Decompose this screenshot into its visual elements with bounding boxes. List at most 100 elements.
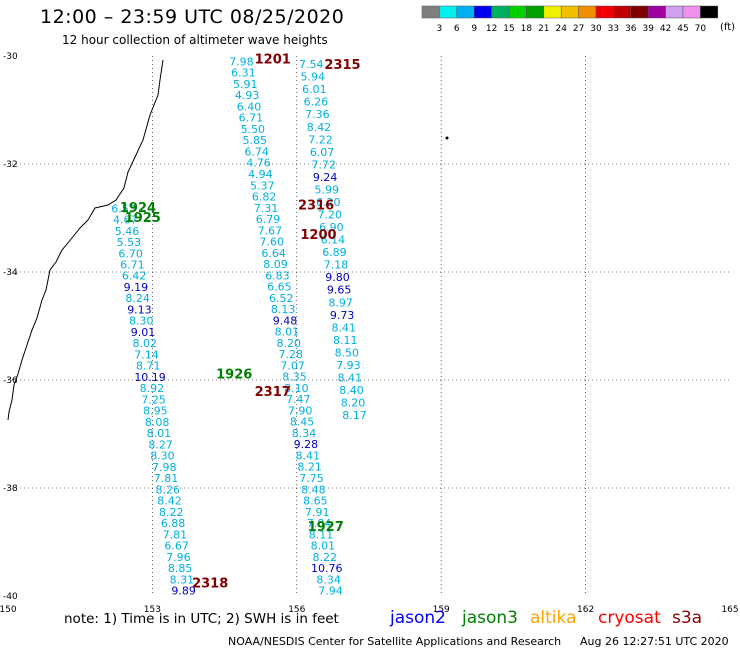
scale-swatch <box>491 5 510 19</box>
track-b-swh: 9.65 <box>327 284 352 297</box>
track-a-swh: 7.28 <box>278 348 303 361</box>
scale-label: 45 <box>677 24 688 34</box>
track-a-swh: 8.34 <box>316 573 341 586</box>
track-b-swh: 6.89 <box>322 246 347 259</box>
track-b-swh: 9.24 <box>313 171 338 184</box>
coastline <box>7 59 164 421</box>
map-title: 12:00 – 23:59 UTC 08/25/2020 <box>40 6 345 28</box>
track-a-swh: 5.50 <box>241 123 266 136</box>
track-a-swh: 8.48 <box>301 483 326 496</box>
scale-swatch <box>682 5 701 19</box>
track-a-swh: 6.71 <box>239 112 264 125</box>
track-c-swh: 7.81 <box>163 528 188 541</box>
scale-swatch <box>700 5 719 19</box>
scale-swatch <box>665 5 684 19</box>
track-a-swh: 7.84 <box>307 517 332 530</box>
track-b-swh: 6.14 <box>321 234 346 247</box>
track-c-swh: 9.19 <box>124 281 149 294</box>
track-c-swh: 6.88 <box>161 517 186 530</box>
track-a-swh: 8.35 <box>282 371 307 384</box>
track-a-swh: 7.47 <box>286 393 311 406</box>
track-a-swh: 6.83 <box>265 269 290 282</box>
scale-swatch <box>560 5 579 19</box>
track-a-swh: 8.11 <box>309 528 334 541</box>
track-a-swh: 6.64 <box>261 247 286 260</box>
track-b-swh: 8.41 <box>338 371 363 384</box>
scale-label: 9 <box>471 24 477 34</box>
y-tick-label: -36 <box>3 376 18 386</box>
scale-swatch <box>473 5 492 19</box>
island-marker <box>445 136 449 140</box>
scale-label: 39 <box>642 24 654 34</box>
pass-time-label: 1925 <box>125 211 161 226</box>
track-a-swh: 7.31 <box>254 202 279 215</box>
scale-swatch <box>613 5 632 19</box>
x-tick-label: 153 <box>144 605 161 615</box>
track-b-swh: 5.94 <box>301 71 326 84</box>
legend-altika: altika <box>530 608 577 628</box>
track-a-swh: 8.22 <box>313 551 338 564</box>
legend-jason2: jason2 <box>390 608 446 628</box>
track-a-swh: 4.76 <box>246 157 271 170</box>
track-c-swh: 8.30 <box>129 315 154 328</box>
scale-label: 3 <box>437 24 443 34</box>
track-a-swh: 8.65 <box>303 495 328 508</box>
track-c-swh: 8.08 <box>145 416 170 429</box>
pass-time-label: 1201 <box>255 53 291 68</box>
track-c-swh: 8.24 <box>125 292 150 305</box>
track-a-swh: 5.85 <box>242 134 267 147</box>
track-a-swh: 10.76 <box>311 562 343 575</box>
track-b-swh: 6.07 <box>310 146 335 159</box>
track-a-swh: 8.41 <box>296 449 321 462</box>
track-a-swh: 7.67 <box>258 224 283 237</box>
scale-label: 36 <box>625 24 637 34</box>
track-c-swh: 8.85 <box>168 562 193 575</box>
footer-credit: NOAA/NESDIS Center for Satellite Applica… <box>228 635 562 648</box>
track-c-swh: 7.81 <box>154 472 179 485</box>
track-a-swh: 6.65 <box>267 281 292 294</box>
track-c-swh: 7.14 <box>134 348 159 361</box>
track-a-swh: 8.10 <box>284 382 309 395</box>
track-c-swh: 8.42 <box>157 495 182 508</box>
track-b-swh: 8.41 <box>331 321 356 334</box>
track-a-swh: 4.94 <box>248 168 273 181</box>
scale-label: 12 <box>486 24 497 34</box>
note-text: note: 1) Time is in UTC; 2) SWH is in fe… <box>64 611 339 627</box>
track-a-swh: 6.52 <box>269 292 294 305</box>
track-b-swh: 8.11 <box>333 334 358 347</box>
track-c-swh: 8.01 <box>147 427 172 440</box>
track-a-swh: 7.07 <box>280 359 305 372</box>
track-b-swh: 9.73 <box>330 309 355 322</box>
y-tick-label: -34 <box>3 268 18 278</box>
scale-label: 70 <box>695 24 707 34</box>
track-a-swh: 5.91 <box>233 78 258 91</box>
scale-label: 15 <box>503 24 514 34</box>
track-a-swh: 8.20 <box>277 337 302 350</box>
track-b-swh: 7.54 <box>299 58 324 71</box>
track-a-swh: 8.13 <box>271 303 296 316</box>
track-b-swh: 8.42 <box>307 121 332 134</box>
x-tick-label: 165 <box>721 605 738 615</box>
track-a-swh: 7.94 <box>318 585 343 598</box>
track-c-swh: 8.27 <box>148 438 173 451</box>
track-b-swh: 6.90 <box>319 221 344 234</box>
scale-swatch <box>595 5 614 19</box>
legend-s3a: s3a <box>672 608 703 628</box>
track-a-swh: 7.90 <box>288 404 313 417</box>
track-c-swh: 9.13 <box>127 303 152 316</box>
scale-label: 6 <box>454 24 460 34</box>
track-b-swh: 5.99 <box>314 183 339 196</box>
scale-swatch <box>439 5 458 19</box>
track-c-swh: 5.53 <box>117 236 142 249</box>
track-a-swh: 6.31 <box>231 67 256 80</box>
track-b-swh: 8.40 <box>339 384 364 397</box>
track-c-swh: 8.30 <box>150 450 175 463</box>
track-c-swh: 6.42 <box>122 270 147 283</box>
x-tick-label: 156 <box>288 605 305 615</box>
track-c-swh: 9.89 <box>171 585 196 598</box>
track-b-swh: 8.50 <box>335 346 360 359</box>
scale-label: 21 <box>538 24 549 34</box>
scale-swatch <box>456 5 475 19</box>
